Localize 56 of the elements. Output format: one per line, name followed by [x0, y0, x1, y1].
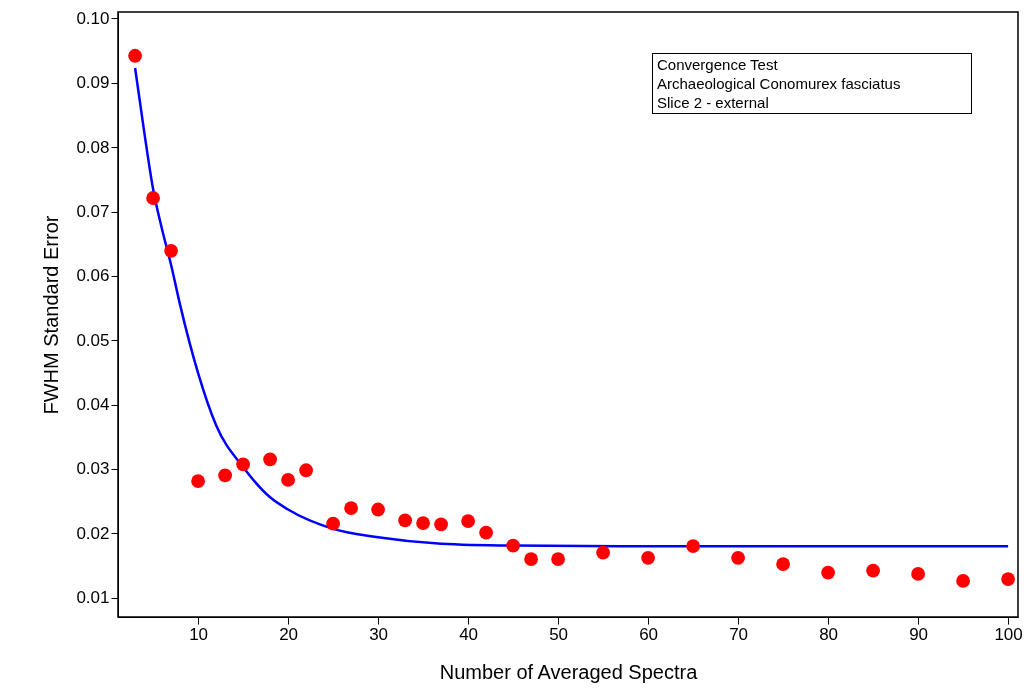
- point: [299, 463, 313, 478]
- x-tick-label: 50: [549, 624, 569, 644]
- point: [371, 502, 385, 517]
- point: [263, 452, 277, 467]
- point: [821, 565, 835, 580]
- point: [128, 48, 142, 63]
- annotation: Archaeological Conomurex fasciatus: [657, 74, 902, 93]
- point: [731, 550, 745, 565]
- point: [479, 525, 493, 540]
- y-tick-label: 0.07: [76, 202, 110, 222]
- point: [236, 457, 250, 472]
- y-tick-label: 0.03: [76, 459, 110, 479]
- point: [1001, 572, 1015, 586]
- point: [776, 557, 790, 572]
- point: [461, 514, 475, 528]
- y-tick-label: 0.08: [76, 137, 110, 157]
- y-tick-label: 0.04: [76, 395, 110, 415]
- point: [551, 552, 565, 566]
- point: [164, 243, 178, 258]
- point: [434, 517, 448, 532]
- x-tick-label: 80: [819, 624, 839, 644]
- point: [191, 474, 205, 489]
- x-tick-label: 100: [994, 624, 1023, 644]
- x-tick-label: 10: [189, 624, 209, 644]
- x-tick-label: 70: [729, 624, 749, 644]
- x-tick-label: 40: [459, 624, 479, 644]
- y-tick-label: 0.06: [76, 266, 110, 286]
- point: [326, 516, 340, 531]
- point: [344, 501, 358, 516]
- point: [686, 539, 700, 554]
- x-tick-label: 30: [369, 624, 389, 644]
- point: [398, 513, 412, 528]
- y-tick-label: 0.10: [76, 8, 110, 28]
- point: [956, 574, 970, 588]
- annotation: Slice 2 - external: [657, 93, 770, 112]
- text-box: Convergence Test Archaeological Conomurex fasciatus Slice 2 - external: [652, 53, 972, 114]
- point: [416, 516, 430, 530]
- x-axis-title: Number of Averaged Spectra: [439, 660, 699, 683]
- point: [146, 191, 160, 205]
- point: [596, 545, 610, 560]
- point: [524, 552, 538, 566]
- x-tick-label: 60: [639, 624, 659, 644]
- point: [506, 538, 520, 553]
- point: [911, 567, 925, 581]
- y-tick-label: 0.01: [76, 588, 110, 608]
- point: [281, 473, 295, 487]
- x-tick-label: 90: [909, 624, 929, 644]
- annotation: Convergence Test: [657, 55, 779, 74]
- point: [641, 550, 655, 565]
- y-tick-label: 0.05: [76, 330, 110, 350]
- y-axis-title: FWHM Standard Error: [40, 215, 63, 415]
- y-tick-label: 0.09: [76, 73, 110, 93]
- x-tick-label: 20: [279, 624, 299, 644]
- y-tick-label: 0.02: [76, 523, 110, 543]
- point: [866, 563, 880, 578]
- point: [218, 468, 232, 483]
